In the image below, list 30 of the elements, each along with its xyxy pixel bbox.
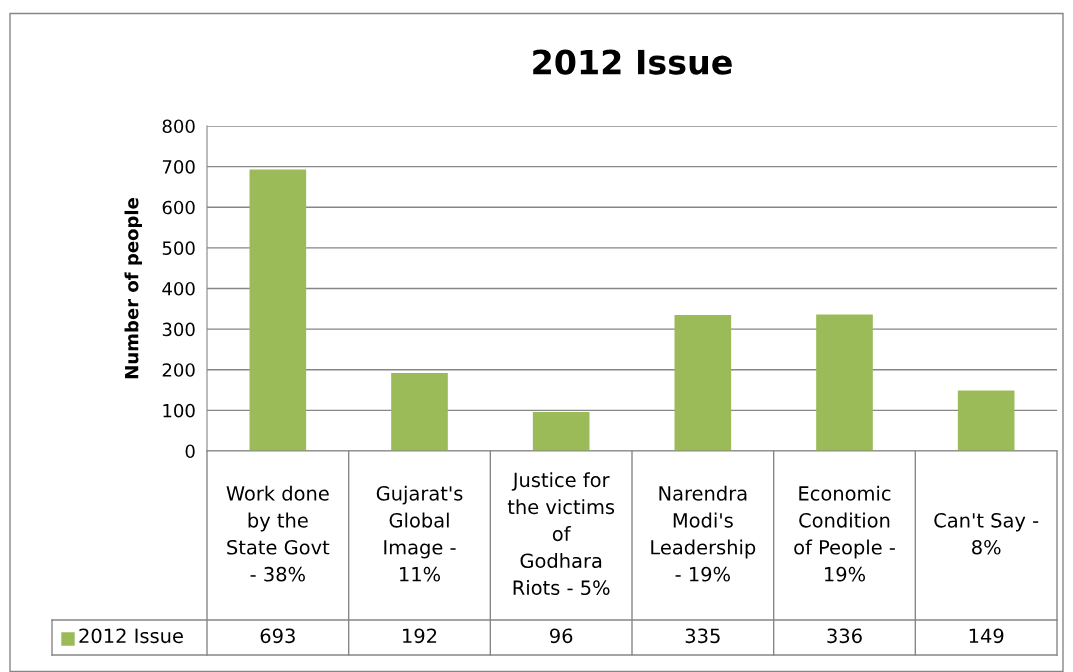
chart-title: 2012 Issue <box>533 49 732 75</box>
bar <box>957 390 1015 451</box>
data-label: 335 <box>685 628 720 644</box>
x-tick-label: Economic Condition of People - 19% <box>794 485 895 582</box>
legend-label: 2012 Issue <box>79 628 183 644</box>
y-axis-title: Number of people <box>124 198 142 379</box>
bar <box>532 412 590 451</box>
y-tick-label: 100 <box>163 403 195 418</box>
y-tick-label: 800 <box>162 119 195 134</box>
bar <box>674 314 732 451</box>
data-label: 149 <box>969 628 1004 644</box>
bar <box>249 169 307 451</box>
y-tick-label: 500 <box>162 241 195 255</box>
data-label: 192 <box>403 628 437 644</box>
bar <box>816 314 873 451</box>
x-tick-label: Justice for the victims of Godhara Riots - 5% <box>507 472 615 596</box>
y-tick-label: 600 <box>162 200 195 215</box>
x-tick-label: Work done by the State Govt - 38% <box>226 485 330 582</box>
y-tick-label: 700 <box>162 160 195 174</box>
data-label: 336 <box>827 628 862 644</box>
data-label: 693 <box>260 628 295 644</box>
y-tick-label: 300 <box>162 322 195 337</box>
x-tick-label: Gujarat's Global Image - 11% <box>376 485 463 582</box>
y-tick-label: 200 <box>162 363 195 377</box>
x-tick-label: Narendra Modi's Leadership - 19% <box>651 485 756 582</box>
data-label: 96 <box>550 628 573 644</box>
y-tick-label: 0 <box>185 444 195 459</box>
bar <box>391 373 448 451</box>
y-tick-label: 400 <box>162 281 195 296</box>
x-tick-label: Can't Say - 8% <box>934 512 1039 555</box>
